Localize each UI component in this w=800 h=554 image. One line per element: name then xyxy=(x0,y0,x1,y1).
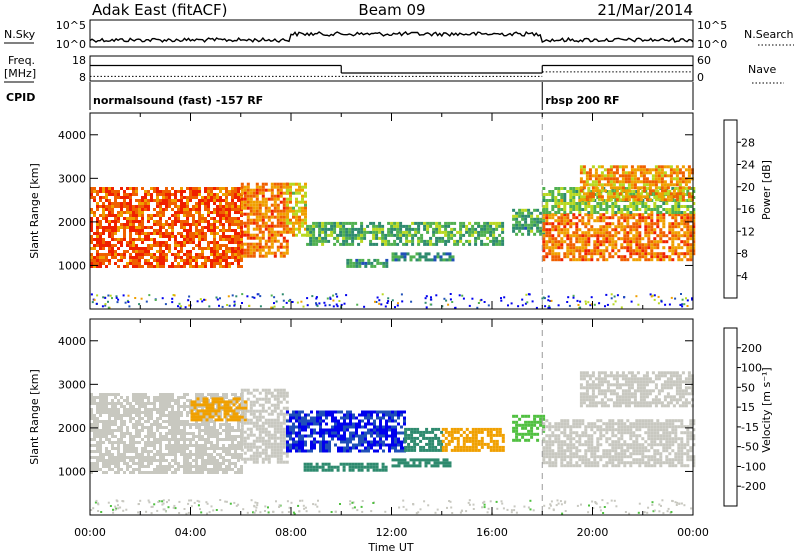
power-colorbar-ticklabel-3: 16 xyxy=(741,203,755,216)
velocity-echo-region-1 xyxy=(190,397,248,422)
velocity-colorbar-ticklabel-5: -50 xyxy=(741,441,759,454)
velocity-ytick-label-3: 4000 xyxy=(58,335,86,348)
velocity-colorbar-frame xyxy=(723,327,738,507)
power-ylabel: Slant Range [km] xyxy=(28,163,41,259)
velocity-echo-region-8 xyxy=(512,414,546,442)
freq-tick-bottom: 8 xyxy=(79,71,86,84)
power-speckle xyxy=(90,293,694,309)
nave-label: Nave xyxy=(748,63,776,76)
power-ytick-label-2: 3000 xyxy=(58,172,86,185)
power-echo-region-1 xyxy=(240,182,289,258)
velocity-ylabel: Slant Range [km] xyxy=(28,369,41,465)
date-title: 21/Mar/2014 xyxy=(597,1,693,19)
power-echo-region-5 xyxy=(391,252,455,262)
xtick-label-6: 00:00 xyxy=(677,526,709,539)
power-echo-region-7 xyxy=(542,213,696,262)
velocity-axes: 1000 2000 3000 4000 xyxy=(58,319,694,515)
xtick-label-1: 04:00 xyxy=(175,526,207,539)
velocity-panel: 1000 2000 3000 4000 Slant Range [km] 200 100… xyxy=(28,318,773,516)
velocity-echo-field xyxy=(90,319,696,515)
velocity-colorbar-ticklabel-6: -100 xyxy=(741,460,766,473)
nave-tick-bottom: 0 xyxy=(697,71,704,84)
xtick-label-0: 00:00 xyxy=(74,526,106,539)
power-colorbar-ticklabel-6: 28 xyxy=(741,136,755,149)
xtick-label-3: 12:00 xyxy=(376,526,408,539)
freq-trace xyxy=(90,64,693,77)
freq-panel: Freq. [MHz] 18 8 60 0 Nave xyxy=(4,54,784,84)
power-colorbar-ticklabel-1: 8 xyxy=(741,248,748,261)
velocity-echo-region-6 xyxy=(303,462,388,472)
freq-tick-top: 18 xyxy=(72,54,86,67)
velocity-echo-region-0 xyxy=(90,393,243,474)
freq-unit: [MHz] xyxy=(4,67,36,80)
xtick-label-4: 16:00 xyxy=(476,526,508,539)
power-ytick-label-3: 4000 xyxy=(58,129,86,142)
velocity-ytick-label-0: 1000 xyxy=(58,465,86,478)
power-colorbar-ticklabel-2: 12 xyxy=(741,225,755,238)
power-echo-field xyxy=(90,113,696,309)
power-echo-region-3 xyxy=(306,221,505,246)
velocity-echo-region-7 xyxy=(391,458,452,468)
velocity-colorbar-ticklabel-2: 50 xyxy=(741,381,755,394)
nsky-tick-bottom: 10^0 xyxy=(56,38,86,51)
nsky-label: N.Sky xyxy=(4,28,36,41)
power-ytick-label-0: 1000 xyxy=(58,259,86,272)
velocity-colorbar-ticklabel-7: -200 xyxy=(741,480,766,493)
power-colorbar-label: Power [dB] xyxy=(760,160,773,220)
velocity-echo-region-10 xyxy=(579,371,694,408)
power-echo-region-2 xyxy=(286,182,307,237)
power-panel: 1000 2000 3000 4000 Slant Range [km] 4 8 12 16… xyxy=(28,112,773,310)
nave-tick-top: 60 xyxy=(697,54,711,67)
xtick-label-5: 20:00 xyxy=(577,526,609,539)
power-echo-region-9 xyxy=(579,165,694,202)
beam-title: Beam 09 xyxy=(358,1,425,19)
power-axes: 1000 2000 3000 4000 xyxy=(58,113,694,309)
freq-label: Freq. xyxy=(8,54,35,67)
cpid-segment-label-1: rbsp 200 RF xyxy=(545,94,619,107)
cpid-panel: CPID normalsound (fast) -157 RF rbsp 200 … xyxy=(6,82,694,110)
nsky-tick-top: 10^5 xyxy=(56,19,86,32)
velocity-colorbar-ticklabel-3: 15 xyxy=(741,401,755,414)
velocity-ytick-label-2: 3000 xyxy=(58,378,86,391)
xtick-label-2: 08:00 xyxy=(275,526,307,539)
power-ytick-label-1: 2000 xyxy=(58,216,86,229)
cpid-segment-label-0: normalsound (fast) -157 RF xyxy=(93,94,263,107)
power-echo-region-4 xyxy=(346,258,389,268)
velocity-echo-region-4 xyxy=(404,427,444,452)
time-axis-ticklabels: 00:00 04:00 08:00 12:00 16:00 20:00 00:00 xyxy=(74,526,709,539)
velocity-speckle xyxy=(90,499,693,515)
noise-trace xyxy=(89,31,694,43)
velocity-colorbar-label: Velocity [m s⁻¹] xyxy=(760,367,773,452)
velocity-colorbar-ticklabel-4: -15 xyxy=(741,421,759,434)
nsearch-label: N.Search xyxy=(744,28,794,41)
velocity-colorbar-ticklabel-0: 200 xyxy=(741,342,762,355)
power-echo-region-0 xyxy=(90,187,243,268)
cpid-label: CPID xyxy=(6,91,35,104)
noise-panel: N.Sky 10^5 10^0 10^5 10^0 N.Search xyxy=(4,19,794,51)
time-axis-label: Time UT xyxy=(367,541,413,554)
power-colorbar-ticklabel-0: 4 xyxy=(741,270,748,283)
power-colorbar-frame xyxy=(723,119,738,299)
velocity-echo-region-5 xyxy=(441,427,505,452)
power-colorbar: 4 8 12 16 20 24 28 xyxy=(723,119,755,299)
velocity-echo-region-9 xyxy=(542,419,696,468)
velocity-colorbar: 200 100 50 15 -15 -50 -100 -200 xyxy=(723,327,766,507)
station-title: Adak East (fitACF) xyxy=(92,1,227,19)
velocity-ytick-label-1: 2000 xyxy=(58,422,86,435)
cpid-segments: normalsound (fast) -157 RF rbsp 200 RF xyxy=(89,82,620,110)
power-colorbar-ticklabel-4: 20 xyxy=(741,181,755,194)
velocity-echo-region-3 xyxy=(286,410,406,453)
velocity-echo-region-2 xyxy=(240,388,289,464)
velocity-colorbar-ticklabel-1: 100 xyxy=(741,362,762,375)
nsearch-tick-bottom: 10^0 xyxy=(697,38,727,51)
nsearch-tick-top: 10^5 xyxy=(697,19,727,32)
power-echo-region-6 xyxy=(512,208,546,236)
nsky-line xyxy=(89,31,694,43)
power-colorbar-ticklabel-5: 24 xyxy=(741,159,755,172)
